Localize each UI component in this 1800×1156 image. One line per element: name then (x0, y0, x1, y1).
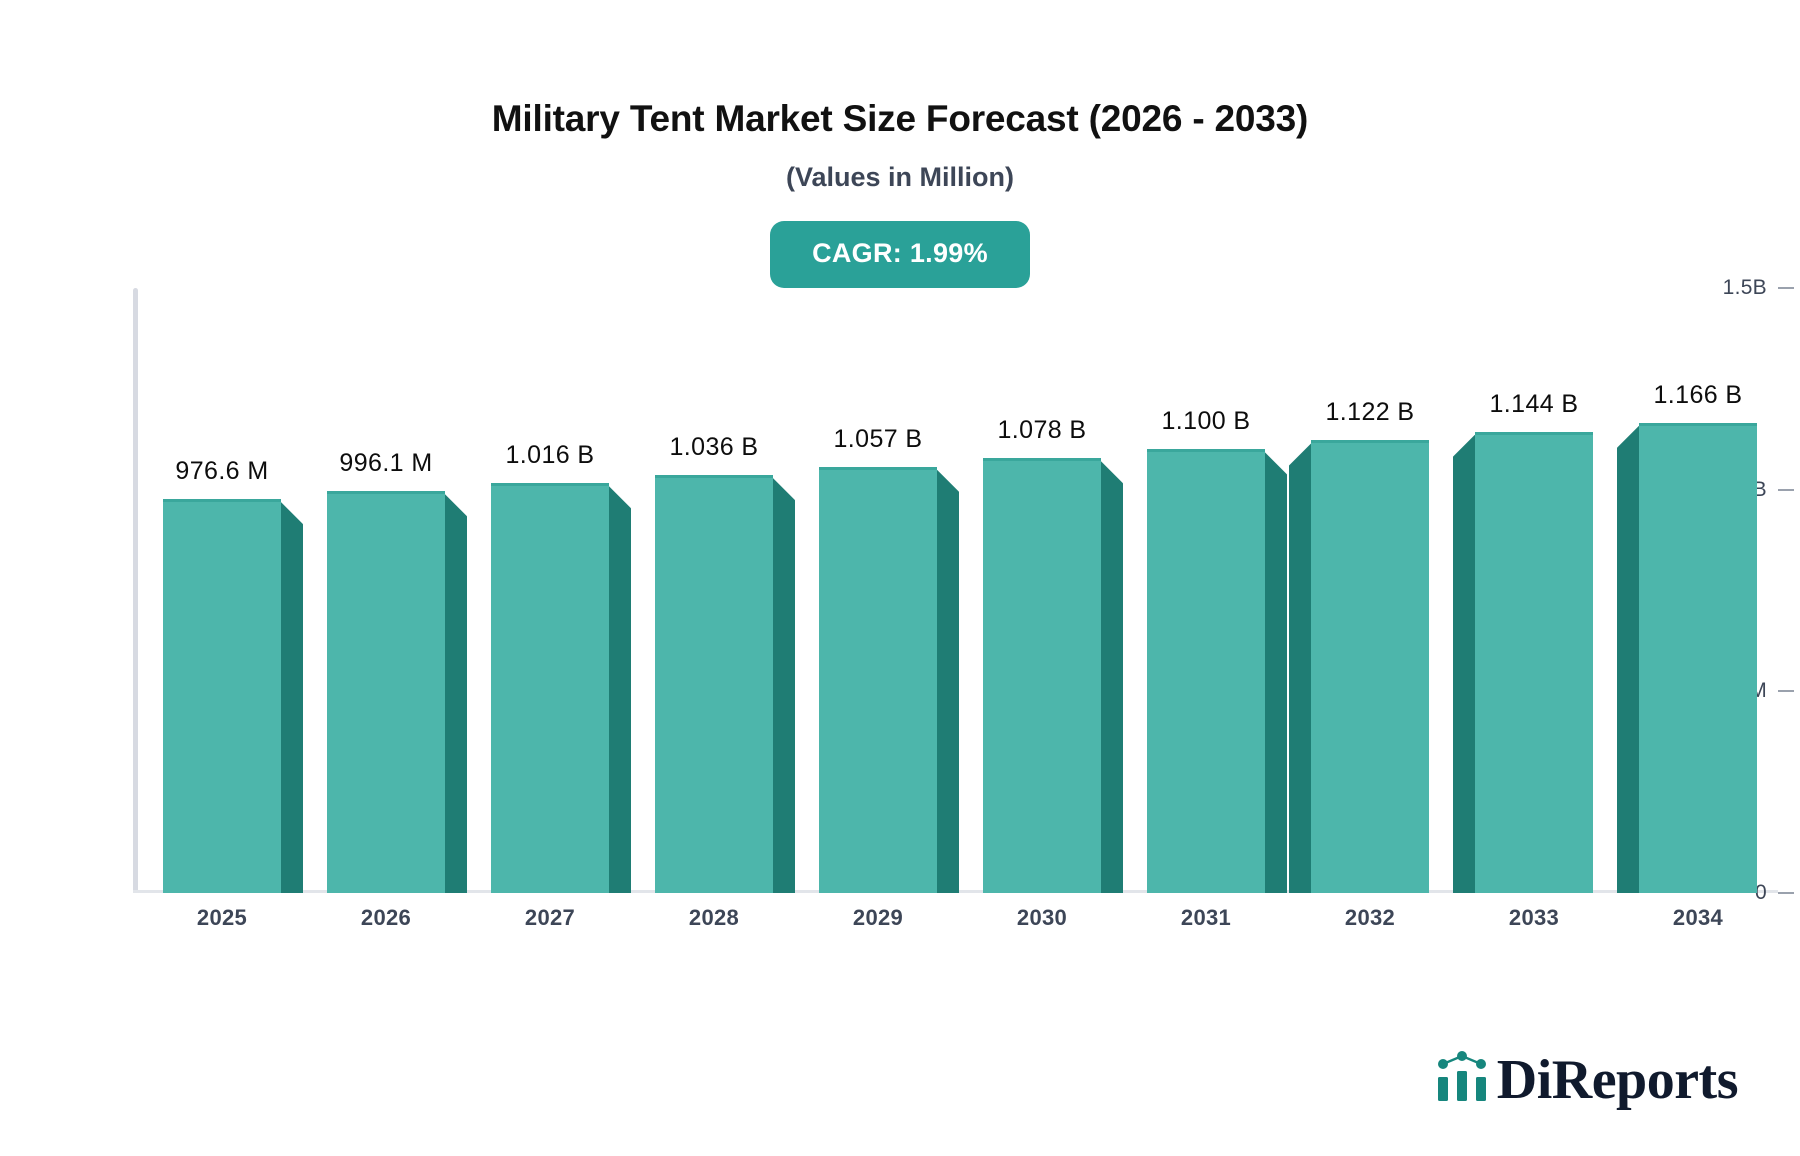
bar-slot: 976.6 M (140, 288, 304, 893)
bar-column[interactable]: 1.016 B (491, 441, 631, 893)
x-axis-label: 2025 (196, 905, 248, 930)
y-axis-line (133, 288, 138, 893)
bar[interactable] (1289, 440, 1429, 893)
bar-value-label: 976.6 M (175, 457, 269, 486)
y-axis-tick-mark (1778, 690, 1794, 693)
bar-3d-side (609, 486, 631, 893)
bar-column[interactable]: 1.166 B (1617, 381, 1757, 893)
bar-value-label: 1.166 B (1653, 380, 1743, 409)
bar[interactable] (327, 491, 467, 893)
bar-3d-side (937, 469, 959, 893)
bar-slot: 1.100 B (1124, 288, 1288, 893)
bar-value-label: 1.144 B (1489, 389, 1579, 418)
bar[interactable] (1453, 431, 1593, 893)
bar-3d-side (1453, 434, 1475, 893)
bar[interactable] (1147, 449, 1287, 893)
bar-value-label: 1.036 B (669, 433, 759, 462)
bar-column[interactable]: 1.036 B (655, 433, 795, 893)
bar-3d-side (1265, 452, 1287, 893)
x-axis-label: 2029 (852, 905, 904, 930)
bar-value-label: 1.078 B (997, 416, 1087, 445)
bar-3d-side (1617, 425, 1639, 893)
bar-3d-side (445, 494, 467, 893)
y-axis-tick: 0 (1667, 881, 1800, 905)
bar-series: 976.6 M 996.1 M 1.016 B 1.036 B 1.057 B 1.078… (140, 288, 1780, 893)
bar-slot: 1.036 B (632, 288, 796, 893)
x-axis-labels: 2025 2026 2027 2028 2029 2030 2031 2032 2033 2034 (140, 905, 1780, 931)
y-axis-tick-mark (1778, 488, 1794, 491)
bar-slot: 1.144 B (1452, 288, 1616, 893)
x-axis-label: 2028 (688, 905, 740, 930)
bar-3d-side (773, 478, 795, 893)
bar-slot: 1.122 B (1288, 288, 1452, 893)
bar[interactable] (1617, 422, 1757, 893)
bar-value-label: 1.122 B (1325, 398, 1415, 427)
bar[interactable] (491, 483, 631, 893)
bar[interactable] (163, 499, 303, 893)
bar-value-label: 1.100 B (1161, 407, 1251, 436)
chart-subtitle: (Values in Million) (785, 162, 1015, 192)
bar-column[interactable]: 1.078 B (983, 416, 1123, 893)
y-axis-tick-label: 1.5B (1722, 276, 1767, 299)
bar-3d-side (1289, 443, 1311, 893)
x-axis-label: 2031 (1180, 905, 1232, 930)
bar-value-label: 1.016 B (505, 441, 595, 470)
bar-3d-side (281, 502, 303, 893)
cagr-badge: CAGR: 1.99% (770, 221, 1030, 288)
x-axis-label: 2034 (1672, 905, 1724, 930)
y-axis-tick-mark (1778, 287, 1794, 289)
bar-slot: 996.1 M (304, 288, 468, 893)
bar-column[interactable]: 976.6 M (163, 457, 303, 893)
bar-slot: 1.078 B (960, 288, 1124, 893)
y-axis-tick: 1.5B (1667, 276, 1800, 300)
bar-column[interactable]: 1.057 B (819, 425, 959, 893)
bar[interactable] (819, 466, 959, 893)
x-axis-label: 2030 (1016, 905, 1068, 930)
bar-column[interactable]: 1.144 B (1453, 390, 1593, 893)
chart-header: Military Tent Market Size Forecast (2026… (0, 0, 1800, 288)
bar-column[interactable]: 1.100 B (1147, 407, 1287, 893)
bar[interactable] (983, 458, 1123, 893)
logo-text: DiReports (1496, 1048, 1739, 1111)
bar-value-label: 1.057 B (833, 424, 923, 453)
x-axis-label: 2026 (360, 905, 412, 930)
bar-slot: 1.057 B (796, 288, 960, 893)
direports-logo: DiReports (1435, 1048, 1739, 1111)
bar-column[interactable]: 1.122 B (1289, 398, 1429, 893)
y-axis-tick-label: 0 (1755, 881, 1767, 904)
bar-value-label: 996.1 M (339, 449, 433, 478)
x-axis-label: 2027 (524, 905, 576, 930)
bar-column[interactable]: 996.1 M (327, 449, 467, 893)
bar[interactable] (655, 475, 795, 893)
x-axis-label: 2032 (1344, 905, 1396, 930)
page-title: Military Tent Market Size Forecast (2026… (491, 98, 1309, 139)
x-axis-label: 2033 (1508, 905, 1560, 930)
y-axis-tick-mark (1778, 892, 1794, 894)
bar-slot: 1.016 B (468, 288, 632, 893)
bar-slot: 1.166 B (1616, 288, 1780, 893)
bar-chart-logo-icon (1435, 1051, 1491, 1108)
bar-3d-side (1101, 461, 1123, 893)
